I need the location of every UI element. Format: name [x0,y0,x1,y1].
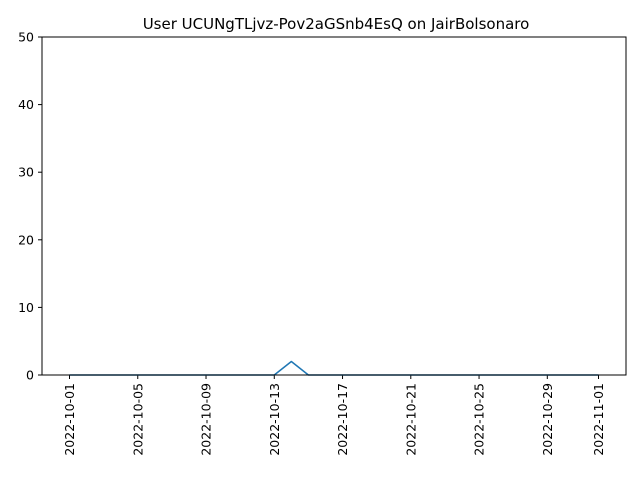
x-tick-label: 2022-10-01 [62,383,77,456]
x-tick-label: 2022-10-25 [472,383,487,456]
x-tick-label: 2022-10-17 [335,383,350,456]
x-tick-label: 2022-10-13 [267,383,282,456]
x-tick-label: 2022-10-29 [540,383,555,456]
x-tick-label: 2022-10-09 [199,383,214,456]
x-tick-label: 2022-10-05 [130,383,145,456]
y-tick-label: 0 [26,368,34,383]
y-tick-label: 40 [18,97,34,112]
y-tick-label: 50 [18,30,34,45]
y-tick-label: 30 [18,165,34,180]
y-tick-label: 10 [18,300,34,315]
x-tick-label: 2022-11-01 [591,383,606,456]
y-tick-label: 20 [18,232,34,247]
x-tick-label: 2022-10-21 [403,383,418,456]
chart-title: User UCUNgTLjvz-Pov2aGSnb4EsQ on JairBol… [143,15,530,33]
